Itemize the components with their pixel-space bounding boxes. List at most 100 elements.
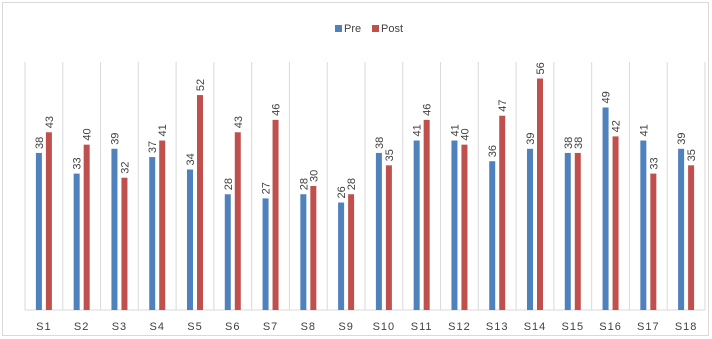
data-label-pre-s4: 37 — [147, 141, 159, 153]
data-label-pre-s8: 28 — [298, 178, 310, 190]
legend-swatch-pre — [335, 25, 342, 32]
data-label-post-s10: 35 — [384, 149, 396, 161]
bar-pre-s1 — [35, 152, 42, 310]
x-tick-label: S6 — [225, 321, 240, 333]
x-tick-label: S2 — [74, 321, 89, 333]
bar-post-s9 — [348, 194, 355, 310]
legend: Pre Post — [335, 23, 403, 35]
bar-pre-s13 — [489, 161, 496, 310]
data-label-pre-s17: 41 — [638, 124, 650, 136]
data-label-post-s13: 47 — [497, 99, 509, 111]
data-label-pre-s16: 49 — [601, 91, 613, 103]
bar-pre-s9 — [338, 202, 345, 310]
x-tick-label: S9 — [338, 321, 353, 333]
data-label-pre-s3: 39 — [109, 133, 121, 145]
data-label-pre-s2: 33 — [72, 157, 84, 169]
data-label-pre-s5: 34 — [185, 153, 197, 165]
data-label-post-s14: 56 — [535, 62, 547, 74]
bar-post-s11 — [423, 119, 430, 310]
data-label-post-s17: 33 — [648, 157, 660, 169]
data-label-post-s11: 46 — [422, 104, 434, 116]
bar-post-s16 — [612, 136, 619, 310]
data-label-post-s6: 43 — [233, 116, 245, 128]
x-tick-label: S8 — [301, 321, 316, 333]
data-label-pre-s14: 39 — [525, 133, 537, 145]
bar-pre-s10 — [375, 152, 382, 310]
data-label-pre-s7: 27 — [261, 182, 273, 194]
x-tick-label: S12 — [448, 321, 471, 333]
bar-post-s5 — [197, 95, 203, 310]
data-label-post-s8: 30 — [308, 170, 320, 182]
bar-pre-s5 — [187, 169, 193, 310]
bar-post-s15 — [574, 152, 581, 310]
x-tick-label: S11 — [411, 321, 433, 333]
data-label-pre-s9: 26 — [336, 186, 348, 198]
data-label-pre-s15: 38 — [563, 137, 575, 149]
x-tick-label: S18 — [675, 321, 698, 333]
bar-post-s14 — [537, 78, 543, 311]
data-label-post-s9: 28 — [346, 178, 358, 190]
data-label-pre-s12: 41 — [449, 124, 461, 136]
x-tick-label: S13 — [486, 321, 509, 333]
bar-pre-s16 — [602, 107, 609, 310]
bar-pre-s2 — [73, 173, 80, 310]
bar-post-s17 — [650, 173, 657, 310]
data-label-post-s7: 46 — [271, 104, 283, 116]
bar-pre-s7 — [262, 198, 269, 310]
x-tick-label: S5 — [187, 321, 202, 333]
x-tick-label: S10 — [373, 321, 396, 333]
data-label-pre-s10: 38 — [374, 137, 386, 149]
bars — [35, 78, 695, 311]
x-tick-label: S3 — [112, 321, 127, 333]
bar-pre-s8 — [300, 194, 307, 310]
x-tick-label: S1 — [36, 321, 51, 333]
data-label-pre-s11: 41 — [412, 124, 424, 136]
chart-frame — [2, 2, 709, 336]
bar-pre-s12 — [451, 140, 458, 310]
bar-post-s8 — [310, 186, 317, 310]
data-label-post-s18: 35 — [686, 149, 698, 161]
bar-pre-s17 — [640, 140, 647, 310]
data-label-post-s4: 41 — [157, 124, 169, 136]
bar-pre-s18 — [678, 148, 685, 310]
x-tick-labels: S1 S2 S3 S4 S5 S6 S7 S8 S9 S10 S11 S12 S13 S14 S15 S16 S… — [36, 321, 698, 333]
bar-pre-s14 — [527, 148, 533, 310]
bar-post-s2 — [83, 144, 90, 310]
data-label-post-s2: 40 — [82, 128, 94, 140]
data-label-post-s12: 40 — [459, 128, 471, 140]
bar-post-s12 — [461, 144, 468, 310]
legend-label-post: Post — [381, 23, 403, 35]
data-label-post-s5: 52 — [195, 79, 207, 91]
bar-post-s4 — [159, 140, 166, 310]
data-label-pre-s1: 38 — [34, 137, 46, 149]
bar-post-s7 — [272, 119, 279, 310]
data-label-pre-s13: 36 — [487, 145, 499, 157]
x-tick-label: S14 — [524, 321, 547, 333]
bar-post-s18 — [688, 165, 695, 310]
x-tick-label: S16 — [599, 321, 622, 333]
bar-pre-s11 — [413, 140, 420, 310]
bar-post-s3 — [121, 177, 128, 310]
legend-label-pre: Pre — [344, 23, 361, 35]
grid-lines — [24, 62, 706, 310]
x-tick-label: S7 — [263, 321, 278, 333]
bar-pre-s6 — [224, 194, 231, 310]
data-label-pre-s6: 28 — [223, 178, 235, 190]
data-label-post-s1: 43 — [44, 116, 56, 128]
legend-swatch-post — [372, 25, 379, 32]
data-label-post-s15: 38 — [573, 137, 585, 149]
bar-post-s6 — [234, 132, 241, 310]
data-label-pre-s18: 39 — [676, 133, 688, 145]
bar-post-s1 — [45, 132, 52, 310]
bar-post-s13 — [499, 115, 506, 310]
bar-pre-s15 — [564, 152, 571, 310]
data-label-post-s3: 32 — [119, 161, 131, 173]
x-tick-label: S17 — [637, 321, 660, 333]
data-label-post-s16: 42 — [611, 120, 623, 132]
x-tick-label: S15 — [561, 321, 584, 333]
x-tick-label: S4 — [149, 321, 164, 333]
bar-pre-s3 — [111, 148, 118, 310]
bar-post-s10 — [385, 165, 392, 310]
